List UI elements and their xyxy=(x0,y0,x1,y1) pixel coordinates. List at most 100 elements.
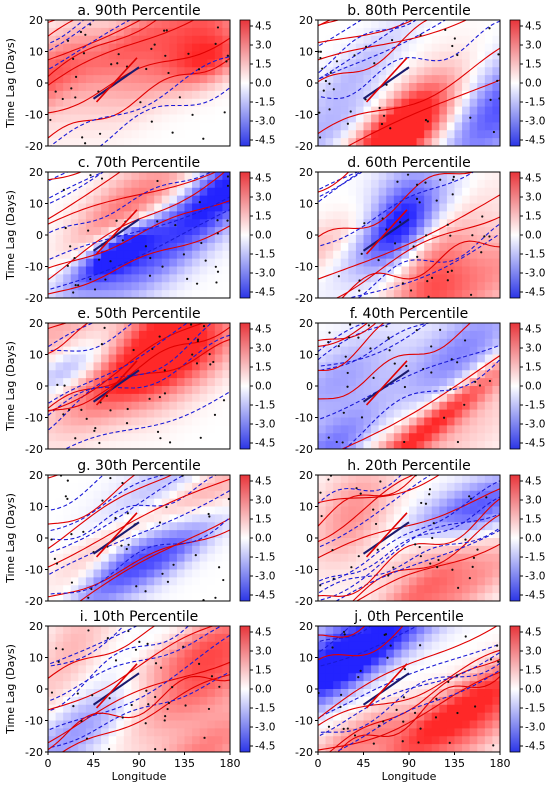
heatmap-cell xyxy=(363,258,372,268)
heatmap-cell xyxy=(214,362,224,371)
stipple-dot xyxy=(418,545,421,549)
heatmap-cell xyxy=(462,51,471,60)
heatmap-cell xyxy=(348,235,357,244)
heatmap-cell xyxy=(371,401,380,411)
heatmap-cell xyxy=(424,498,433,508)
negative-contour xyxy=(48,334,230,417)
heatmap-cell xyxy=(78,425,87,434)
heatmap-cell xyxy=(431,720,440,729)
heatmap-cell xyxy=(348,673,357,682)
heatmap-cell xyxy=(78,235,87,244)
heatmap-cell xyxy=(355,338,365,348)
colorbar-tick-label: -4.5 xyxy=(255,590,276,602)
heatmap-cell xyxy=(192,130,201,139)
heatmap-cell xyxy=(161,569,170,578)
heatmap-cell xyxy=(371,338,380,348)
heatmap-cell xyxy=(325,626,334,635)
heatmap-cell xyxy=(169,665,178,674)
heatmap-cell xyxy=(63,593,72,601)
heatmap-cell xyxy=(446,51,456,60)
heatmap-cell xyxy=(123,417,133,426)
y-tick-label: 10 xyxy=(29,501,43,514)
stipple-dot xyxy=(372,742,375,745)
heatmap-cell xyxy=(355,641,365,651)
heatmap-cell xyxy=(192,138,201,146)
heatmap-cell xyxy=(492,67,500,76)
heatmap-cell xyxy=(184,553,193,563)
stipple-dot xyxy=(430,276,434,280)
heatmap-cell xyxy=(55,696,64,706)
heatmap-cell xyxy=(93,475,102,484)
heatmap-cell xyxy=(446,290,456,298)
heatmap-cell xyxy=(184,179,193,189)
heatmap-cell xyxy=(93,282,102,291)
stipple-dot xyxy=(437,558,440,562)
heatmap-cell xyxy=(176,569,186,578)
stipple-dot xyxy=(346,727,349,730)
stipple-dot xyxy=(171,131,174,134)
heatmap-cell xyxy=(454,561,463,571)
stipple-dot xyxy=(337,275,340,278)
heatmap-cell xyxy=(325,522,334,531)
heatmap-cell xyxy=(207,378,216,387)
heatmap-cell xyxy=(214,43,224,53)
heatmap-cell xyxy=(348,530,357,539)
heatmap-cell xyxy=(355,195,365,205)
stipple-dot xyxy=(226,175,230,178)
heatmap-cell xyxy=(184,626,193,635)
heatmap-cell xyxy=(333,553,342,563)
heatmap-cell xyxy=(207,290,216,298)
heatmap-cell xyxy=(355,211,365,220)
heatmap-cell xyxy=(70,626,79,635)
heatmap-cell xyxy=(340,83,349,92)
heatmap-cell xyxy=(409,433,418,442)
heatmap-cell xyxy=(192,67,201,76)
heatmap-cell xyxy=(214,370,224,379)
colorbar-tick-label: 1.5 xyxy=(525,665,542,677)
heatmap-cell xyxy=(409,187,418,197)
heatmap-cell xyxy=(492,577,500,586)
regression-line-blue xyxy=(362,369,410,403)
heatmap-cell xyxy=(492,393,500,403)
heatmap-cell xyxy=(139,585,148,594)
heatmap-cell xyxy=(355,593,365,601)
heatmap-cell xyxy=(340,67,349,76)
colorbar-tick-label: -1.5 xyxy=(525,400,546,412)
heatmap-cell xyxy=(477,490,486,500)
heatmap-cell xyxy=(139,43,148,53)
heatmap-cell xyxy=(55,744,64,752)
heatmap-cell xyxy=(371,83,380,92)
heatmap-cell xyxy=(462,425,471,434)
heatmap-cell xyxy=(340,235,349,244)
heatmap-cell xyxy=(85,106,95,116)
positive-contour xyxy=(318,475,417,527)
heatmap-cell xyxy=(161,593,170,601)
heatmap-cell xyxy=(184,274,193,283)
heatmap-cell xyxy=(318,378,327,387)
heatmap-cell xyxy=(222,545,230,555)
stipple-dot xyxy=(81,136,84,139)
heatmap-cell xyxy=(333,530,342,539)
heatmap-cell xyxy=(169,514,178,523)
heatmap-cell xyxy=(192,649,201,659)
heatmap-cell xyxy=(48,569,57,578)
heatmap-cell xyxy=(431,393,440,403)
heatmap-cell xyxy=(199,498,208,508)
heatmap-cell xyxy=(222,417,230,426)
heatmap-cell xyxy=(139,51,148,60)
heatmap-cell xyxy=(348,401,357,411)
heatmap-cell xyxy=(207,83,216,92)
heatmap-cell xyxy=(409,393,418,403)
heatmap-cell xyxy=(131,633,140,643)
heatmap-cell xyxy=(446,386,456,395)
heatmap-cell xyxy=(199,569,208,578)
heatmap-cell xyxy=(161,203,170,212)
heatmap-cell xyxy=(192,266,201,275)
heatmap-cell xyxy=(169,354,178,363)
heatmap-cell xyxy=(184,98,193,108)
heatmap-cell xyxy=(393,258,403,268)
regression-line-blue xyxy=(362,218,410,252)
heatmap-cell xyxy=(184,35,193,45)
heatmap-cell xyxy=(169,219,178,228)
heatmap-cell xyxy=(222,681,230,690)
